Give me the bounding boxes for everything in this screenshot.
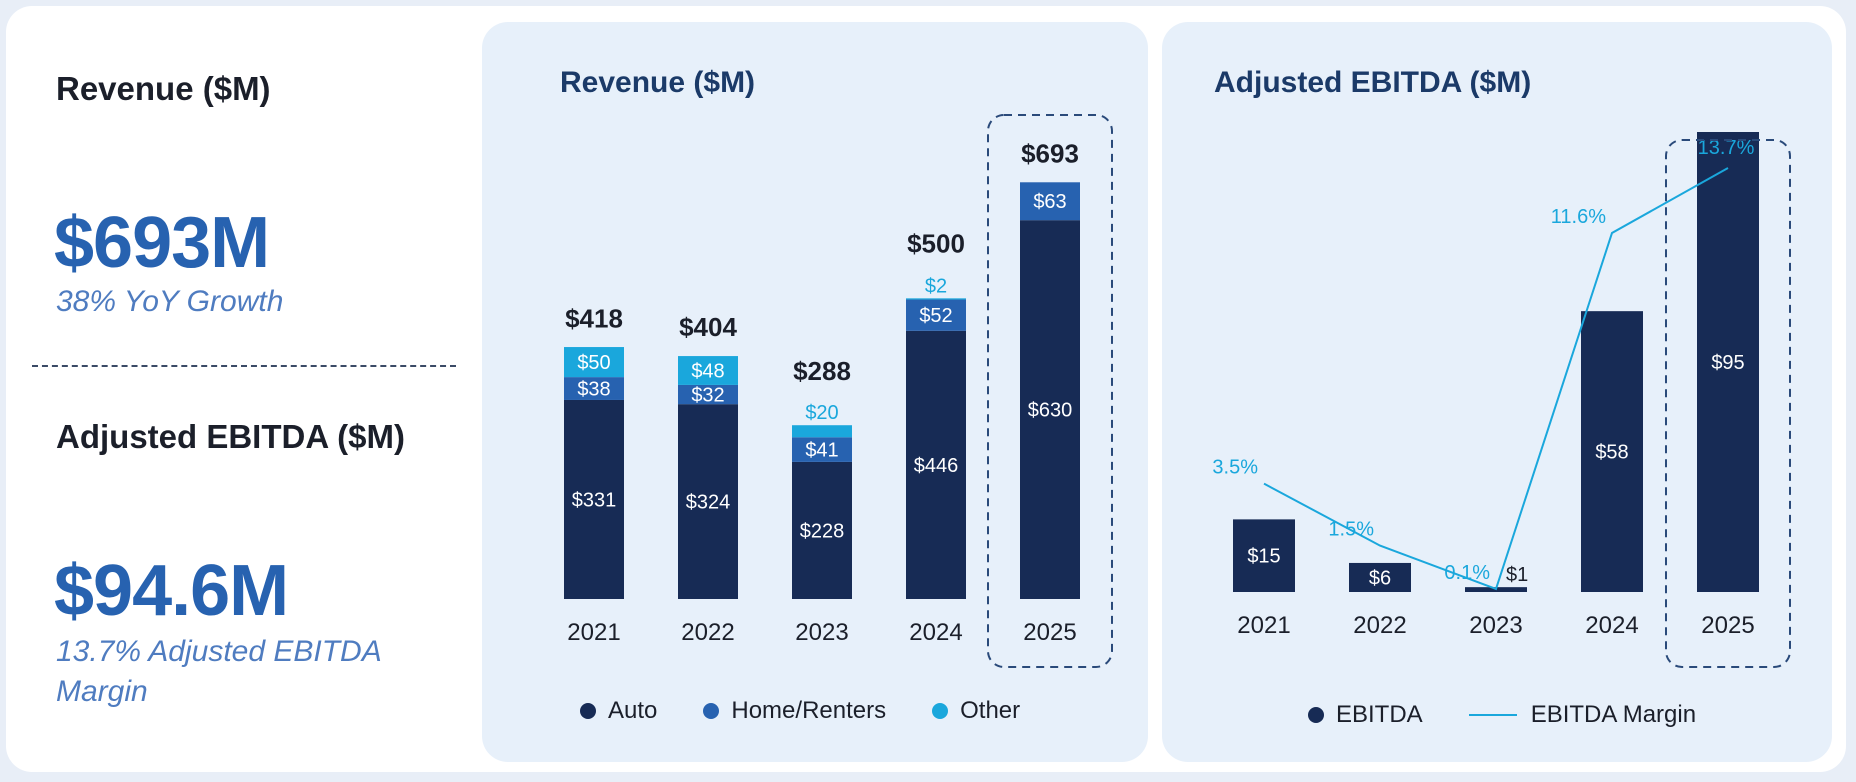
legend-label-home-renters: Home/Renters <box>731 697 887 724</box>
revenue-chart: $331 $38 $50 $418 2021 $324 $32$48 $404 2022 $228… <box>564 114 1113 668</box>
revenue-value: $693M <box>54 203 270 283</box>
data-label-ebitda-2022: $6 <box>1369 567 1391 589</box>
x-tick-label-ebitda-2023: 2023 <box>1469 612 1522 639</box>
bar-home-renters-2022 <box>678 384 738 405</box>
ebitda-legend: EBITDA EBITDA Margin <box>1308 698 1742 732</box>
dashboard-frame: Revenue ($M) $693M 38% YoY Growth Adjust… <box>6 6 1846 772</box>
ebitda-label: Adjusted EBITDA ($M) <box>56 418 405 455</box>
data-label-home-renters-2023: $41 <box>805 440 838 462</box>
revenue-chart-title: Revenue ($M) <box>560 66 756 99</box>
legend-item-ebitda: EBITDA <box>1308 701 1423 729</box>
x-tick-label-2021: 2021 <box>567 619 620 646</box>
bar-auto-2024 <box>906 330 966 599</box>
ebitda-chart: $15 2021 $6 2022 $1 2023 $58 2024 $95 2025 3.5% 1.5… <box>1212 132 1791 668</box>
data-label-ebitda-2025: $95 <box>1711 352 1744 374</box>
bar-ebitda-2024 <box>1581 311 1643 592</box>
bar-ebitda-2021 <box>1233 519 1295 592</box>
bar-ebitda-2025 <box>1697 132 1759 592</box>
ebitda-margin-text: 13.7% Adjusted EBITDA Margin <box>56 635 381 708</box>
legend-label-ebitda-margin: EBITDA Margin <box>1530 701 1697 728</box>
divider <box>32 365 456 367</box>
bar-auto-2022 <box>678 404 738 599</box>
ebitda-value: $94.6M <box>54 551 289 631</box>
bar-home-renters-2021 <box>564 377 624 400</box>
legend-label-auto: Auto <box>608 697 658 724</box>
bar-home-renters-2023 <box>792 437 852 462</box>
bar-other-2021 <box>564 347 624 378</box>
revenue-growth: 38% YoY Growth <box>56 285 284 318</box>
data-label-auto-2023: $228 <box>800 520 845 542</box>
x-tick-label-ebitda-2021: 2021 <box>1237 612 1290 639</box>
legend-item-other: Other <box>932 697 1020 725</box>
legend-item-auto: Auto <box>580 697 657 725</box>
data-label-other-2023: $20 <box>805 402 838 424</box>
bar-other-2024 <box>906 298 966 300</box>
data-label-home-renters-2025: $63 <box>1033 191 1066 213</box>
data-label-ebitda-2023: $1 <box>1506 564 1528 586</box>
data-label-auto-2024: $446 <box>914 455 959 477</box>
ebitda-margin-line <box>1263 167 1729 591</box>
margin-label-2025: 13.7% <box>1698 137 1755 159</box>
margin-label-2022: 1.5% <box>1328 519 1374 541</box>
data-label-other-2021: $50 <box>577 352 610 374</box>
highlight-box-ebitda-2025 <box>1665 139 1791 668</box>
x-tick-label-ebitda-2022: 2022 <box>1353 612 1406 639</box>
summary-panel: Revenue ($M) $693M 38% YoY Growth Adjust… <box>6 6 476 772</box>
data-label-auto-2021: $331 <box>572 489 617 511</box>
revenue-label: Revenue ($M) <box>56 70 271 107</box>
total-label-2022: $404 <box>679 312 737 342</box>
total-label-2023: $288 <box>793 356 851 386</box>
data-label-other-2024: $2 <box>925 275 947 297</box>
bar-auto-2023 <box>792 461 852 599</box>
highlight-box-2025 <box>987 114 1113 668</box>
total-label-2024: $500 <box>907 228 965 258</box>
ebitda-chart-panel: Adjusted EBITDA ($M) $15 2021 $6 2022 $1 2023… <box>1162 22 1832 762</box>
data-label-other-2022: $48 <box>691 361 724 383</box>
bar-ebitda-2022 <box>1349 562 1411 592</box>
data-label-ebitda-2021: $15 <box>1247 546 1280 568</box>
legend-swatch-home-renters <box>703 703 720 719</box>
data-label-home-renters-2024: $52 <box>919 305 952 327</box>
bar-other-2022 <box>678 356 738 385</box>
x-tick-label-ebitda-2025: 2025 <box>1701 612 1754 639</box>
bar-auto-2025 <box>1020 220 1080 599</box>
bar-home-renters-2025 <box>1020 182 1080 221</box>
margin-label-2024: 11.6% <box>1551 206 1606 228</box>
x-tick-label-2022: 2022 <box>681 619 734 646</box>
margin-label-2021: 3.5% <box>1212 457 1258 479</box>
data-label-home-renters-2021: $38 <box>577 379 610 401</box>
bar-other-2023 <box>792 425 852 438</box>
legend-label-ebitda: EBITDA <box>1336 701 1423 728</box>
ebitda-chart-title: Adjusted EBITDA ($M) <box>1214 66 1532 99</box>
legend-swatch-auto <box>580 703 596 719</box>
margin-label-2023: 0.1% <box>1444 562 1490 584</box>
revenue-chart-panel: Revenue ($M) $331 $38 $50 $418 2021 $324 $32 $4… <box>482 22 1148 762</box>
data-label-auto-2025: $630 <box>1028 400 1073 422</box>
revenue-legend: Auto Home/Renters Other <box>580 694 1066 728</box>
total-label-2021: $418 <box>565 304 623 334</box>
legend-item-ebitda-margin: EBITDA Margin <box>1468 701 1697 729</box>
bar-auto-2021 <box>564 399 624 599</box>
data-label-home-renters-2022: $32 <box>691 385 724 407</box>
x-tick-label-2024: 2024 <box>909 619 962 646</box>
data-label-ebitda-2024: $58 <box>1595 442 1628 464</box>
total-label-2025: $693 <box>1021 138 1079 168</box>
x-tick-label-2025: 2025 <box>1023 619 1076 646</box>
legend-item-home-renters: Home/Renters <box>703 697 886 725</box>
legend-swatch-ebitda-margin <box>1468 714 1517 716</box>
legend-label-other: Other <box>960 697 1021 724</box>
legend-swatch-other <box>932 703 949 719</box>
x-tick-label-2023: 2023 <box>795 619 848 646</box>
data-label-auto-2022: $324 <box>686 492 731 514</box>
legend-swatch-ebitda <box>1308 707 1324 723</box>
bar-home-renters-2024 <box>906 299 966 331</box>
x-tick-label-ebitda-2024: 2024 <box>1585 612 1638 639</box>
